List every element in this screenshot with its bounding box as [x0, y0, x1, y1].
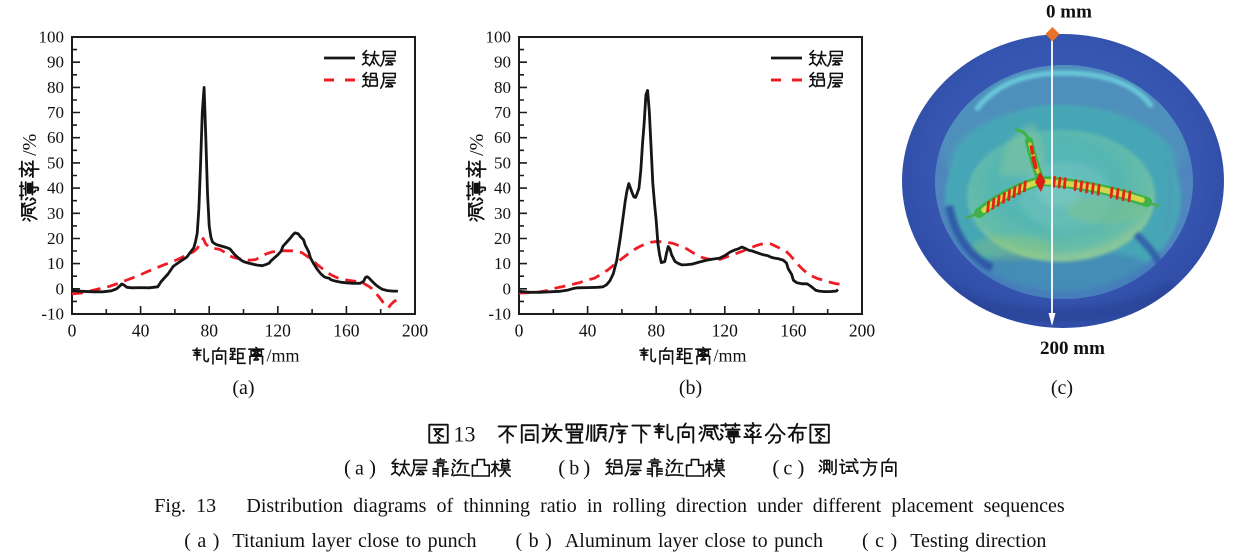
svg-text:(: ( — [558, 456, 565, 480]
svg-text:30: 30 — [494, 204, 511, 223]
svg-text:40: 40 — [579, 321, 597, 341]
svg-text:13: 13 — [454, 422, 476, 447]
svg-text:0: 0 — [515, 321, 524, 341]
svg-text:0: 0 — [503, 279, 512, 298]
svg-text:/mm: /mm — [267, 346, 300, 366]
svg-text:90: 90 — [494, 53, 511, 72]
svg-text:60: 60 — [47, 128, 64, 147]
svg-text:80: 80 — [494, 78, 511, 97]
svg-text:40: 40 — [132, 321, 150, 341]
svg-text:(: ( — [344, 456, 351, 480]
svg-text:( a ) Titanium layer close to: ( a ) Titanium layer close to punch ( b … — [184, 530, 1046, 552]
svg-text:/mm: /mm — [714, 346, 747, 366]
svg-text:(b): (b) — [679, 377, 702, 399]
svg-text:100: 100 — [39, 28, 65, 47]
svg-text:40: 40 — [47, 179, 64, 198]
svg-text:60: 60 — [494, 128, 511, 147]
svg-text:20: 20 — [494, 229, 511, 248]
svg-text:b: b — [569, 458, 579, 480]
svg-text:): ) — [797, 456, 804, 480]
svg-text:/%: /% — [466, 134, 488, 156]
svg-text:160: 160 — [780, 321, 807, 341]
svg-text:70: 70 — [47, 103, 64, 122]
svg-text:10: 10 — [494, 254, 511, 273]
svg-text:c: c — [783, 458, 792, 480]
svg-text:(a): (a) — [232, 377, 254, 399]
svg-text:-10: -10 — [488, 305, 511, 324]
svg-text:70: 70 — [494, 103, 511, 122]
svg-text:0: 0 — [56, 279, 65, 298]
svg-text:200: 200 — [849, 321, 876, 341]
svg-text:(: ( — [772, 456, 779, 480]
svg-text:80: 80 — [647, 321, 665, 341]
svg-text:Fig. 13 Distribution diagram: Fig. 13 Distribution diagrams of thinnin… — [154, 495, 1065, 517]
svg-text:80: 80 — [200, 321, 218, 341]
svg-text:a: a — [355, 458, 364, 480]
svg-text:80: 80 — [47, 78, 64, 97]
svg-text:0: 0 — [68, 321, 77, 341]
svg-text:100: 100 — [486, 28, 512, 47]
svg-text:200: 200 — [402, 321, 429, 341]
svg-text:120: 120 — [265, 321, 292, 341]
svg-text:50: 50 — [47, 153, 64, 172]
svg-text:/%: /% — [19, 134, 41, 156]
svg-text:): ) — [369, 456, 376, 480]
svg-text:160: 160 — [333, 321, 360, 341]
svg-text:0 mm: 0 mm — [1046, 2, 1092, 23]
svg-text:-10: -10 — [41, 305, 64, 324]
svg-text:40: 40 — [494, 179, 511, 198]
svg-text:200 mm: 200 mm — [1040, 338, 1105, 359]
svg-text:): ) — [583, 456, 590, 480]
svg-text:30: 30 — [47, 204, 64, 223]
svg-text:120: 120 — [712, 321, 739, 341]
svg-text:(c): (c) — [1051, 377, 1073, 399]
svg-text:50: 50 — [494, 153, 511, 172]
svg-text:90: 90 — [47, 53, 64, 72]
svg-text:10: 10 — [47, 254, 64, 273]
svg-text:20: 20 — [47, 229, 64, 248]
